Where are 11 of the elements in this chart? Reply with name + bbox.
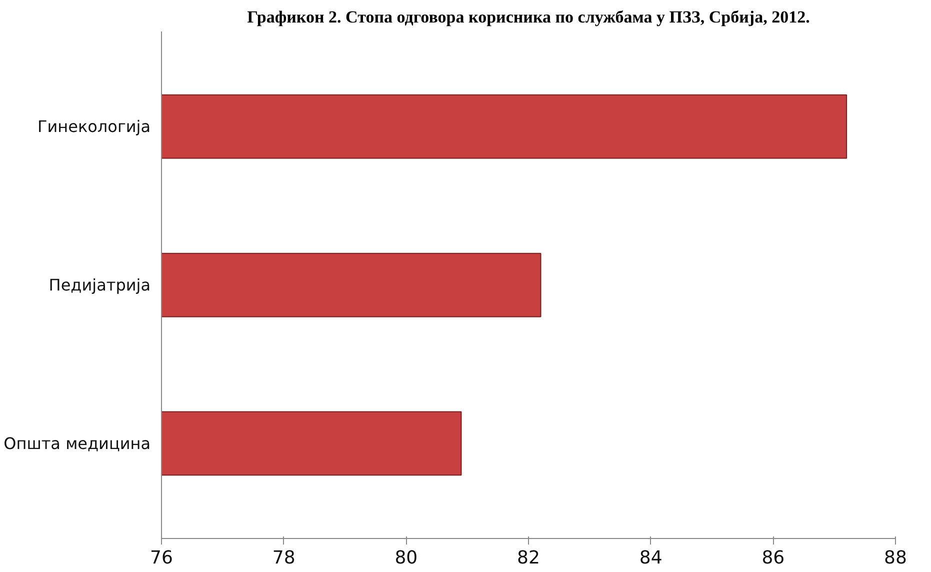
x-tick-label: 80: [394, 548, 418, 568]
y-tick-label: Педијатрија: [48, 276, 151, 294]
chart-title: Графикон 2. Стопа одговора корисника по службама у ПЗЗ, Србија, 2012.: [247, 8, 810, 26]
x-tick-label: 82: [517, 548, 540, 568]
x-tick-label: 76: [150, 548, 173, 568]
x-tick-label: 86: [762, 548, 785, 568]
y-tick-label: Општа медицина: [4, 434, 151, 453]
x-tick-label: 78: [272, 548, 296, 568]
x-tick-label: 84: [639, 548, 662, 568]
x-tick-label: 88: [884, 548, 907, 568]
y-tick-label: Гинекологија: [38, 117, 150, 136]
